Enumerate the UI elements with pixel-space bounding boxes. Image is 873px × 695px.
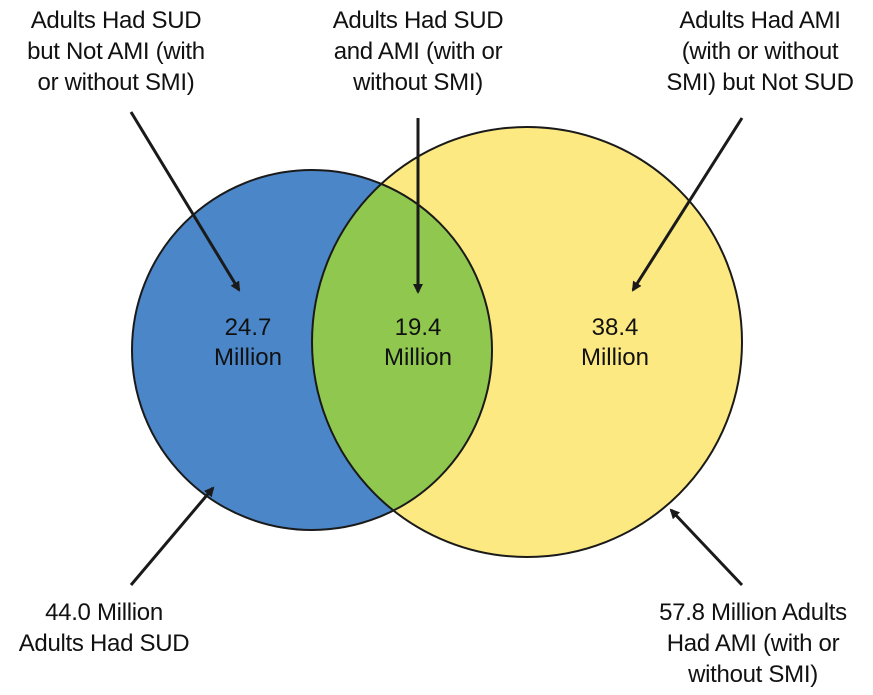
label-sud-total: 44.0 Million Adults Had SUD [14,597,194,659]
value-sud-only-unit: Million [213,344,282,371]
value-ami-only-unit: Million [580,344,649,371]
label-ami-only-line-1: Adults Had AMI [679,7,841,34]
label-ami-total-line-1: 57.8 Million Adults [659,599,847,626]
value-both-unit: Million [383,344,452,371]
label-ami-only-line-3: SMI) but Not SUD [666,69,854,96]
label-ami-total-line-2: Had AMI (with or [666,630,840,657]
label-both: Adults Had SUD and AMI (with or without … [316,5,520,98]
label-ami-only: Adults Had AMI (with or without SMI) but… [652,5,868,98]
label-ami-total-line-3: without SMI) [688,661,818,688]
value-both-number: 19.4 [394,314,442,341]
label-both-line-2: and AMI (with or [333,38,503,65]
label-sud-only: Adults Had SUD but Not AMI (with or with… [0,5,232,98]
label-sud-only-line-1: Adults Had SUD [30,7,202,34]
label-ami-only-line-2: (with or without [681,38,839,65]
value-ami-only-number: 38.4 [591,314,639,341]
label-sud-only-line-3: or without SMI) [37,69,195,96]
arrow-sud-total [129,486,215,586]
value-ami-only: 38.4 Million [555,313,675,373]
value-sud-only: 24.7 Million [188,313,308,373]
arrow-ami-only [631,117,744,292]
value-both: 19.4 Million [358,313,478,373]
label-sud-only-line-2: but Not AMI (with [27,38,205,65]
arrow-sud-only [129,111,241,292]
ami-circle-outline [311,126,743,558]
label-both-line-3: without SMI) [353,69,483,96]
arrow-ami-total [669,508,744,587]
value-sud-only-number: 24.7 [224,314,272,341]
sud-circle-outline [131,169,493,531]
label-ami-total: 57.8 Million Adults Had AMI (with or wit… [635,597,871,690]
label-sud-total-line-1: 44.0 Million [45,599,163,626]
label-both-line-1: Adults Had SUD [332,7,504,34]
label-sud-total-line-2: Adults Had SUD [18,630,190,657]
